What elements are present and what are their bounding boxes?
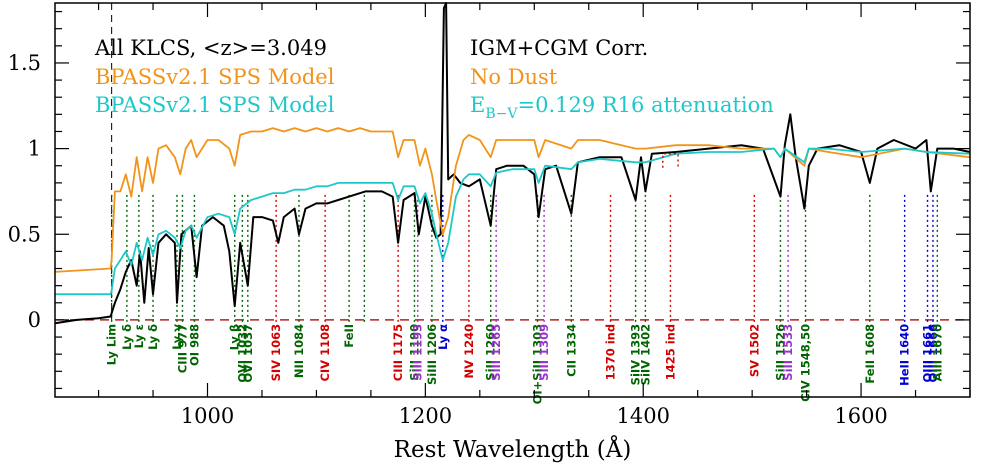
axes-layer: 1000 1200 1400 1600 0 0.5 1 1.5 <box>8 2 971 428</box>
legend-right-0: IGM+CGM Corr. <box>470 36 648 60</box>
line-label-33: CIV 1548,50 <box>799 324 813 402</box>
continuum-window-0 <box>662 153 679 168</box>
line-label-11: NII 1084 <box>292 324 306 378</box>
line-label-22: SiII 1265 <box>489 324 503 381</box>
legend-right-1: No Dust <box>470 65 558 89</box>
x-tick-label-1400: 1400 <box>616 404 669 428</box>
line-label-15: CIII 1175 <box>391 324 405 381</box>
line-label-38: AlII 1670 <box>930 324 944 381</box>
line-label-9: OVI 1037 <box>241 324 255 383</box>
line-label-4: Ly γ <box>170 324 184 350</box>
line-label-29: 1425 ind <box>663 324 677 380</box>
y-tick-label-0: 0 <box>28 308 41 332</box>
legend-left-1: BPASSv2.1 SPS Model <box>95 65 335 89</box>
line-label-28: SiIV 1402 <box>638 324 652 385</box>
legend-left-0: All KLCS, <z>=3.049 <box>94 36 327 60</box>
series-layer <box>54 2 971 325</box>
line-label-36: OIII 1661 <box>921 324 935 383</box>
legend-layer: All KLCS, <z>=3.049 BPASSv2.1 SPS Model BP… <box>94 36 774 122</box>
line-label-10: SIV 1063 <box>269 324 283 381</box>
line-label-31: SiII 1526 <box>773 324 787 381</box>
line-label-20: NV 1240 <box>462 324 476 379</box>
line-label-16: SiII 1190 <box>407 324 421 381</box>
window-layer <box>662 153 679 168</box>
x-tick-label-1600: 1600 <box>834 404 887 428</box>
line-label-26: 1370 ind <box>604 324 618 380</box>
line-label-0: Ly Lim <box>105 324 119 365</box>
line-label-6: OI 988 <box>187 324 201 366</box>
y-tick-label-3: 1.5 <box>8 51 41 75</box>
line-label-13: FeII <box>342 324 356 348</box>
series-line-2 <box>55 147 971 296</box>
line-label-3: Ly δ <box>146 324 160 350</box>
legend-right-2: EB−V=0.129 R16 attenuation <box>470 93 774 122</box>
line-label-1: Ly δ <box>120 324 134 350</box>
line-label-7: Ly β <box>228 324 242 350</box>
line-label-23: OI+SiII 1303 <box>531 324 545 404</box>
line-label-27: SiIV 1393 <box>629 324 643 385</box>
line-label-17: SiII 1193 <box>411 324 425 381</box>
line-label-24: SiII 1309 <box>537 324 551 381</box>
line-label-8: OVI 1032 <box>235 324 249 383</box>
line-label-32: SiII 1533 <box>781 324 795 381</box>
x-axis-label: Rest Wavelength (Å) <box>394 435 632 463</box>
line-label-21: SiII 1260 <box>484 324 498 381</box>
line-label-2: Ly ε <box>132 324 146 348</box>
y-tick-label-2: 1 <box>28 137 41 161</box>
line-label-19: Ly α <box>436 324 450 350</box>
line-label-5: CIII 977 <box>175 324 189 373</box>
line-label-34: FeII 1608 <box>863 324 877 384</box>
line-label-35: HeII 1640 <box>898 324 912 386</box>
x-tick-label-1000: 1000 <box>181 404 234 428</box>
y-tick-label-1: 0.5 <box>8 222 41 246</box>
x-tick-label-1200: 1200 <box>399 404 452 428</box>
line-marker-layer <box>110 3 939 324</box>
line-label-37: OIII 1666 <box>926 324 940 383</box>
line-label-25: CII 1334 <box>564 324 578 377</box>
line-label-18: SiIII 1206 <box>425 324 439 385</box>
legend-left-2: BPASSv2.1 SPS Model <box>95 93 335 117</box>
line-label-30: SV 1502 <box>747 324 761 377</box>
series-line-0 <box>54 2 971 325</box>
series-line-1 <box>54 127 971 273</box>
line-label-12: CIV 1108 <box>318 324 332 382</box>
